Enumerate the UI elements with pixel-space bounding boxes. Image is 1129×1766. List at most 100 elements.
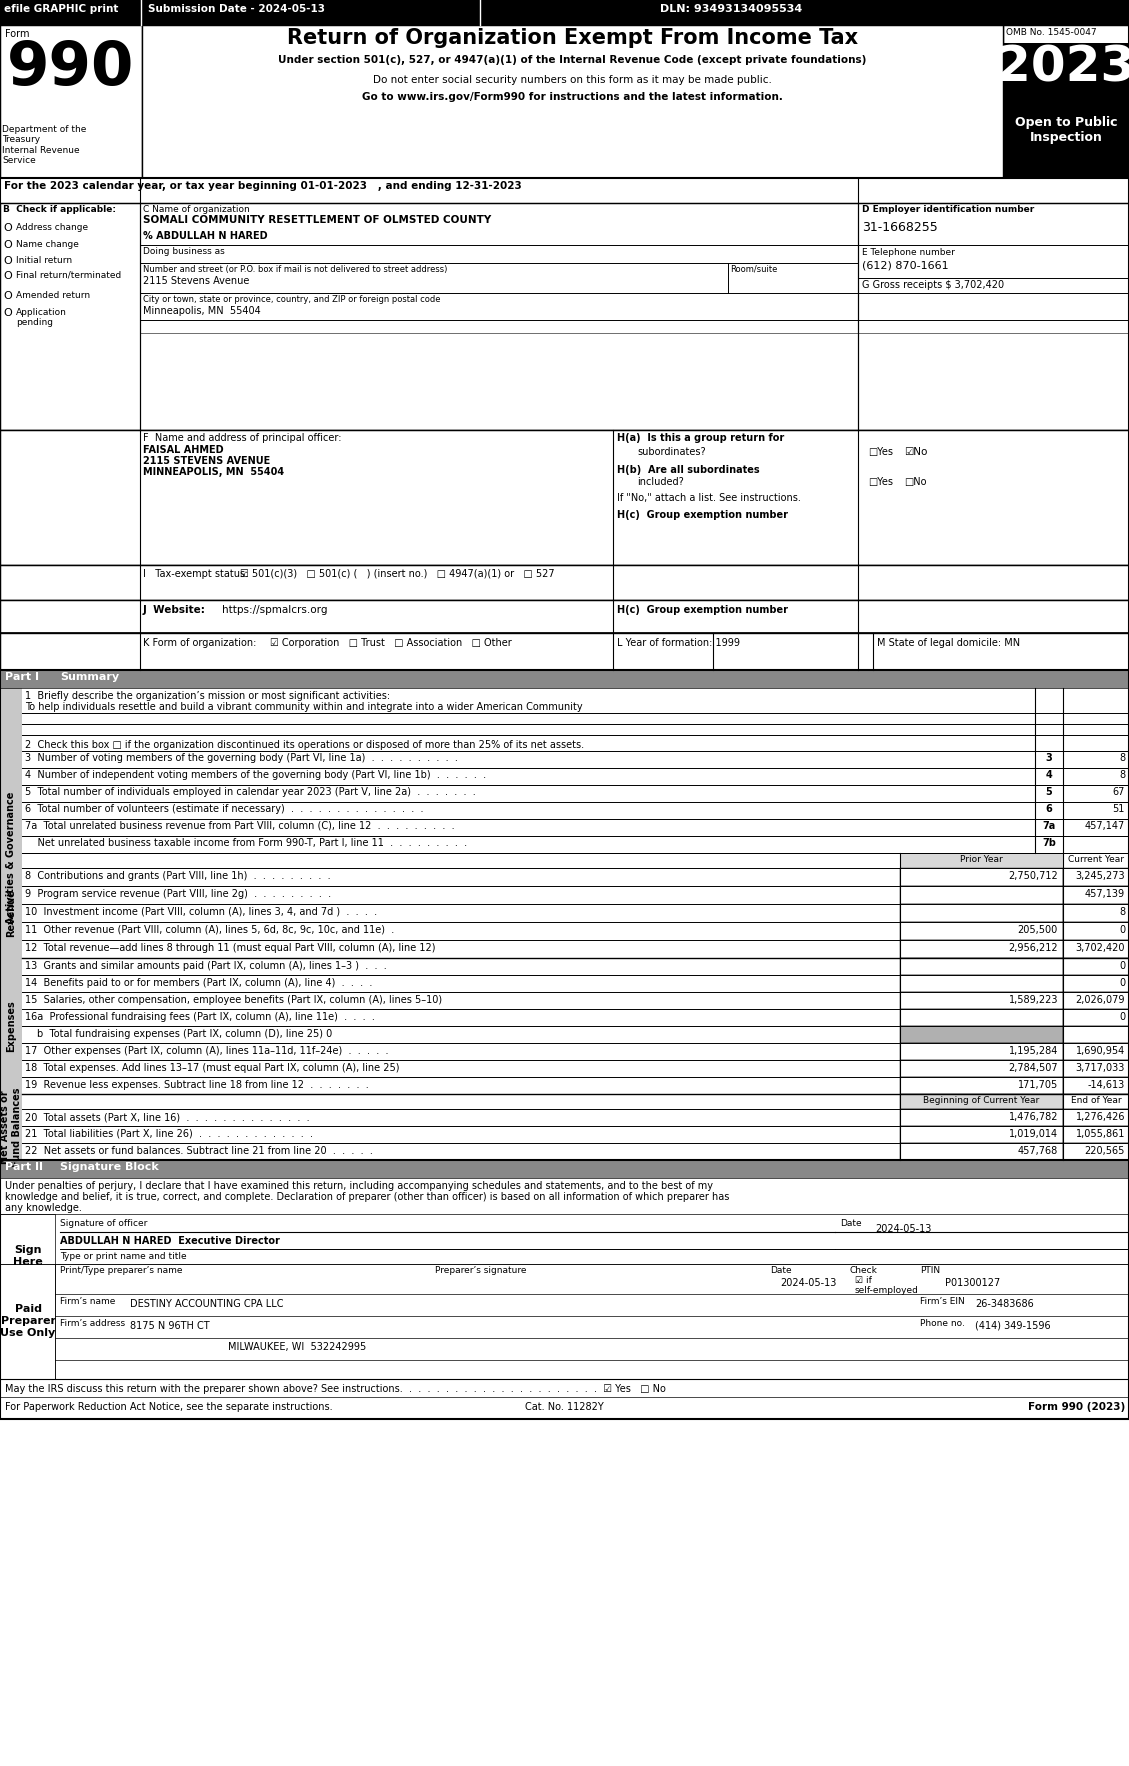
Text: O: O	[3, 240, 11, 251]
Text: 2024-05-13: 2024-05-13	[875, 1224, 931, 1234]
Bar	[0, 869, 21, 957]
Bar	[1064, 1109, 1129, 1127]
Bar	[1064, 992, 1129, 1008]
Bar	[1064, 1044, 1129, 1060]
Bar	[0, 203, 1129, 429]
Text: 4: 4	[1045, 770, 1052, 781]
Text: 1  Briefly describe the organization’s mission or most significant activities:: 1 Briefly describe the organization’s mi…	[25, 691, 391, 701]
Text: 22  Net assets or fund balances. Subtract line 21 from line 20  .  .  .  .  .: 22 Net assets or fund balances. Subtract…	[25, 1146, 373, 1157]
Text: 3,717,033: 3,717,033	[1076, 1063, 1124, 1074]
Text: 8: 8	[1119, 752, 1124, 763]
Text: 990: 990	[7, 39, 134, 97]
Text: 6: 6	[1045, 804, 1052, 814]
Text: P01300127: P01300127	[945, 1279, 1000, 1287]
Text: efile GRAPHIC print: efile GRAPHIC print	[5, 4, 119, 14]
Text: ABDULLAH N HARED  Executive Director: ABDULLAH N HARED Executive Director	[60, 1236, 280, 1247]
Text: H(c)  Group exemption number: H(c) Group exemption number	[618, 606, 788, 615]
Text: Summary: Summary	[60, 673, 120, 682]
Bar	[900, 922, 1064, 940]
Bar	[1035, 835, 1064, 853]
Text: PTIN: PTIN	[920, 1266, 940, 1275]
Text: 8: 8	[1119, 908, 1124, 917]
Text: 457,147: 457,147	[1085, 821, 1124, 832]
Text: included?: included?	[637, 477, 684, 487]
Bar	[0, 0, 1129, 25]
Text: ☑ Corporation   □ Trust   □ Association   □ Other: ☑ Corporation □ Trust □ Association □ Ot…	[270, 638, 511, 648]
Bar	[900, 853, 1064, 869]
Text: 1,195,284: 1,195,284	[1008, 1045, 1058, 1056]
Text: Final return/terminated: Final return/terminated	[16, 270, 121, 281]
Text: Amended return: Amended return	[16, 291, 90, 300]
Bar	[1003, 25, 1129, 178]
Text: 20  Total assets (Part X, line 16)  .  .  .  .  .  .  .  .  .  .  .  .  .  .: 20 Total assets (Part X, line 16) . . . …	[25, 1113, 309, 1121]
Text: 1,055,861: 1,055,861	[1076, 1128, 1124, 1139]
Text: 1,589,223: 1,589,223	[1008, 994, 1058, 1005]
Text: 26-3483686: 26-3483686	[975, 1300, 1034, 1309]
Text: ☑No: ☑No	[904, 447, 927, 457]
Text: Application
pending: Application pending	[16, 307, 67, 327]
Text: B  Check if applicable:: B Check if applicable:	[3, 205, 116, 214]
Text: If "No," attach a list. See instructions.: If "No," attach a list. See instructions…	[618, 493, 800, 503]
Bar	[1064, 1008, 1129, 1026]
Text: Paid
Preparer
Use Only: Paid Preparer Use Only	[0, 1305, 55, 1337]
Text: 17  Other expenses (Part IX, column (A), lines 11a–11d, 11f–24e)  .  .  .  .  .: 17 Other expenses (Part IX, column (A), …	[25, 1045, 388, 1056]
Text: 0: 0	[1119, 978, 1124, 987]
Text: O: O	[3, 291, 11, 300]
Bar	[1064, 768, 1129, 786]
Text: C Name of organization: C Name of organization	[143, 205, 250, 214]
Text: Date: Date	[770, 1266, 791, 1275]
Text: Room/suite: Room/suite	[730, 265, 778, 274]
Text: 2,956,212: 2,956,212	[1008, 943, 1058, 954]
Text: 10  Investment income (Part VIII, column (A), lines 3, 4, and 7d )  .  .  .  .: 10 Investment income (Part VIII, column …	[25, 908, 377, 917]
Text: O: O	[3, 270, 11, 281]
Text: 18  Total expenses. Add lines 13–17 (must equal Part IX, column (A), line 25): 18 Total expenses. Add lines 13–17 (must…	[25, 1063, 400, 1074]
Text: Initial return: Initial return	[16, 256, 72, 265]
Text: Expenses: Expenses	[6, 1000, 16, 1053]
Bar	[1064, 957, 1129, 975]
Text: MINNEAPOLIS, MN  55404: MINNEAPOLIS, MN 55404	[143, 466, 285, 477]
Text: 2,784,507: 2,784,507	[1008, 1063, 1058, 1074]
Text: 21  Total liabilities (Part X, line 26)  .  .  .  .  .  .  .  .  .  .  .  .  .: 21 Total liabilities (Part X, line 26) .…	[25, 1128, 313, 1139]
Text: □Yes: □Yes	[868, 447, 893, 457]
Text: Sign
Here: Sign Here	[14, 1245, 43, 1266]
Text: M State of legal domicile: MN: M State of legal domicile: MN	[877, 638, 1021, 648]
Text: Firm’s address: Firm’s address	[60, 1319, 125, 1328]
Bar	[1064, 1026, 1129, 1044]
Text: Address change: Address change	[16, 223, 88, 231]
Bar	[1064, 1077, 1129, 1093]
Text: 8175 N 96TH CT: 8175 N 96TH CT	[130, 1321, 210, 1332]
Text: knowledge and belief, it is true, correct, and complete. Declaration of preparer: knowledge and belief, it is true, correc…	[5, 1192, 729, 1203]
Text: May the IRS discuss this return with the preparer shown above? See instructions.: May the IRS discuss this return with the…	[5, 1385, 666, 1393]
Bar	[1064, 1127, 1129, 1143]
Text: ☑ 501(c)(3)   □ 501(c) (   ) (insert no.)   □ 4947(a)(1) or   □ 527: ☑ 501(c)(3) □ 501(c) ( ) (insert no.) □ …	[240, 569, 554, 579]
Text: 1,276,426: 1,276,426	[1076, 1113, 1124, 1121]
Bar	[1064, 1143, 1129, 1160]
Text: Firm’s EIN: Firm’s EIN	[920, 1296, 965, 1307]
Text: 1,019,014: 1,019,014	[1009, 1128, 1058, 1139]
Bar	[142, 25, 1003, 178]
Text: 14  Benefits paid to or for members (Part IX, column (A), line 4)  .  .  .  .: 14 Benefits paid to or for members (Part…	[25, 978, 373, 987]
Text: H(c)  Group exemption number: H(c) Group exemption number	[618, 510, 788, 519]
Text: □No: □No	[904, 477, 927, 487]
Text: Phone no.: Phone no.	[920, 1319, 965, 1328]
Text: E Telephone number: E Telephone number	[863, 247, 955, 258]
Text: Preparer’s signature: Preparer’s signature	[435, 1266, 526, 1275]
Bar	[900, 957, 1064, 975]
Text: 2,750,712: 2,750,712	[1008, 871, 1058, 881]
Text: Signature Block: Signature Block	[60, 1162, 159, 1173]
Bar	[0, 600, 1129, 632]
Text: 51: 51	[1112, 804, 1124, 814]
Bar	[1035, 786, 1064, 802]
Bar	[1064, 975, 1129, 992]
Text: 3,245,273: 3,245,273	[1076, 871, 1124, 881]
Text: -14,613: -14,613	[1087, 1081, 1124, 1090]
Text: Number and street (or P.O. box if mail is not delivered to street address): Number and street (or P.O. box if mail i…	[143, 265, 447, 274]
Text: 5: 5	[1045, 788, 1052, 796]
Bar	[1035, 751, 1064, 768]
Bar	[900, 975, 1064, 992]
Text: Net unrelated business taxable income from Form 990-T, Part I, line 11  .  .  . : Net unrelated business taxable income fr…	[25, 839, 467, 848]
Text: MILWAUKEE, WI  532242995: MILWAUKEE, WI 532242995	[228, 1342, 366, 1353]
Text: O: O	[3, 307, 11, 318]
Text: K Form of organization:: K Form of organization:	[143, 638, 256, 648]
Bar	[900, 1127, 1064, 1143]
